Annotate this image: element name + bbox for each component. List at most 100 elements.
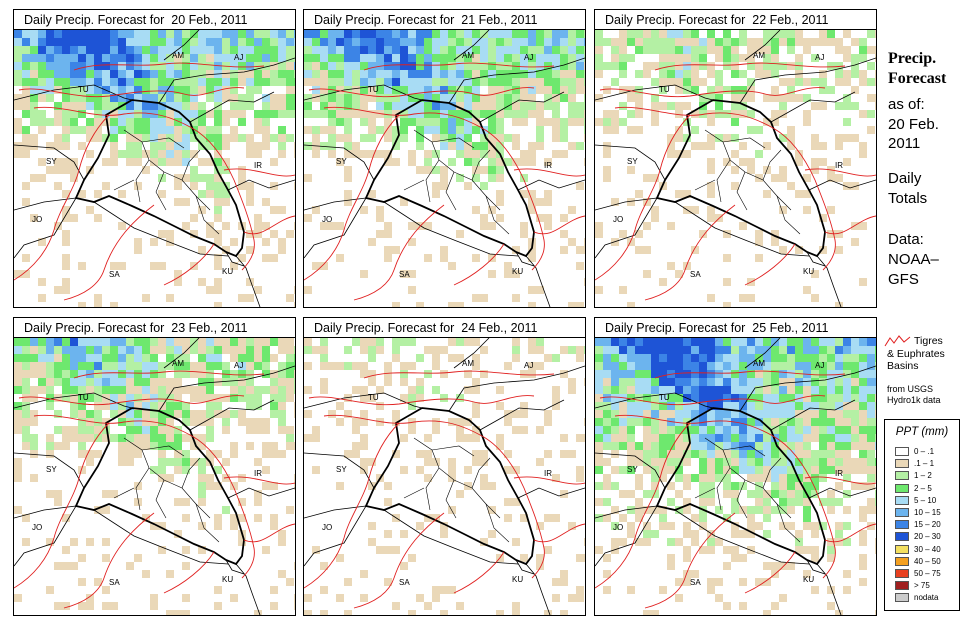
legend-label: 40 – 50	[914, 556, 941, 566]
ppt-legend: PPT (mm) 0 – .1 .1 – 1 1 – 2 2 – 5 5 – 10 10 …	[884, 419, 960, 611]
legend-item: 10 – 15	[895, 508, 955, 519]
legend-label: nodata	[914, 593, 939, 603]
date-line-2: 2011	[888, 135, 921, 152]
country-boundaries	[14, 30, 295, 307]
legend-item: nodata	[895, 593, 955, 604]
basin-boundaries	[304, 370, 585, 609]
basin-legend-line-2: & Euphrates Basins	[887, 348, 945, 372]
legend-swatch	[895, 593, 909, 603]
country-label: JO	[32, 523, 42, 532]
country-label: TU	[78, 85, 89, 94]
legend-swatch	[895, 520, 909, 530]
country-label: SA	[690, 270, 701, 279]
precip-grid	[595, 338, 876, 615]
precip-map: AM AJ TU SY IR JO SA KU	[304, 30, 585, 307]
legend-item: 40 – 50	[895, 556, 955, 568]
country-label: IR	[254, 469, 262, 478]
country-label: SY	[46, 465, 57, 474]
basin-boundaries	[14, 62, 295, 301]
ppt-legend-title: PPT (mm)	[895, 426, 949, 438]
as-of-label: as of:	[888, 96, 925, 113]
country-label: SY	[627, 157, 638, 166]
panel-title: Daily Precip. Forecast for 25 Feb., 2011	[595, 318, 876, 338]
country-label: JO	[322, 523, 332, 532]
basin-boundaries	[595, 370, 876, 609]
legend-item: 1 – 2	[895, 471, 955, 482]
province-boundaries	[113, 129, 220, 235]
country-label: AM	[172, 359, 184, 368]
legend-label: 5 – 10	[914, 495, 937, 505]
daily-line-1: Daily	[888, 170, 922, 187]
legend-label: 30 – 40	[914, 544, 941, 554]
country-label: AM	[753, 51, 765, 60]
basin-boundaries	[304, 62, 585, 301]
precip-map: AM AJ TU SY IR JO SA KU	[14, 30, 295, 307]
country-label: SY	[46, 157, 57, 166]
country-label: IR	[254, 161, 262, 170]
country-label: AM	[753, 359, 765, 368]
legend-swatch	[895, 483, 909, 493]
country-label: TU	[78, 393, 89, 402]
country-boundaries	[14, 338, 295, 615]
country-label: JO	[613, 523, 623, 532]
map-svg: AM AJ TU SY IR JO SA KU	[304, 30, 585, 307]
country-label: IR	[544, 161, 552, 170]
country-label: TU	[659, 393, 670, 402]
province-boundaries	[403, 129, 510, 235]
country-label: AM	[172, 51, 184, 60]
heading-forecast: Forecast	[888, 70, 947, 87]
country-label: SA	[109, 578, 120, 587]
country-label: SY	[336, 157, 347, 166]
map-svg: AM AJ TU SY IR JO SA KU	[595, 30, 876, 307]
basin-legend-line-1: Tigres	[914, 335, 943, 347]
map-svg: AM AJ TU SY IR JO SA KU	[304, 338, 585, 615]
province-boundaries	[403, 437, 510, 543]
legend-swatch	[895, 569, 909, 578]
precip-map: AM AJ TU SY IR JO SA KU	[595, 30, 876, 307]
country-label: IR	[835, 469, 843, 478]
country-label: KU	[512, 575, 523, 584]
legend-label: 10 – 15	[914, 508, 941, 517]
legend-item: 0 – .1	[895, 447, 955, 458]
heading-precip: Precip.	[888, 50, 937, 67]
country-label: SA	[109, 270, 120, 279]
panel-title: Daily Precip. Forecast for 23 Feb., 2011	[14, 318, 295, 338]
legend-swatch	[895, 495, 909, 505]
country-label: JO	[32, 215, 42, 224]
country-label: AJ	[524, 53, 533, 62]
country-label: KU	[803, 267, 814, 276]
legend-label: 20 – 30	[914, 532, 941, 542]
legend-label: 2 – 5	[914, 483, 932, 493]
country-label: SA	[399, 270, 410, 279]
legend-label: 1 – 2	[914, 471, 932, 481]
legend-item: > 75	[895, 581, 955, 592]
legend-swatch	[895, 471, 909, 481]
country-label: IR	[835, 161, 843, 170]
iraq-border	[364, 99, 535, 258]
country-label: TU	[368, 85, 379, 94]
country-label: AM	[462, 51, 474, 60]
province-boundaries	[694, 129, 801, 235]
map-svg: AM AJ TU SY IR JO SA KU	[14, 30, 295, 307]
legend-swatch	[895, 532, 909, 542]
map-svg: AM AJ TU SY IR JO SA KU	[14, 338, 295, 615]
legend-swatch	[895, 544, 909, 554]
legend-label: 15 – 20	[914, 520, 941, 530]
forecast-panel-6: Daily Precip. Forecast for 25 Feb., 2011…	[594, 317, 877, 616]
country-label: KU	[222, 575, 233, 584]
data-line-2: NOAA–	[888, 251, 939, 268]
data-line-3: GFS	[888, 271, 919, 288]
country-label: AM	[462, 359, 474, 368]
country-label: JO	[322, 215, 332, 224]
precip-map: AM AJ TU SY IR JO SA KU	[304, 338, 585, 615]
legend-item: 30 – 40	[895, 544, 955, 556]
precip-grid	[14, 338, 295, 615]
legend-label: > 75	[914, 581, 930, 591]
panel-title: Daily Precip. Forecast for 20 Feb., 2011	[14, 10, 295, 30]
country-label: AJ	[815, 361, 824, 370]
data-line-1: Data:	[888, 231, 924, 248]
forecast-panel-5: Daily Precip. Forecast for 24 Feb., 2011…	[303, 317, 586, 616]
legend-swatch	[895, 447, 909, 456]
country-boundaries	[304, 338, 585, 615]
precip-map: AM AJ TU SY IR JO SA KU	[595, 338, 876, 615]
